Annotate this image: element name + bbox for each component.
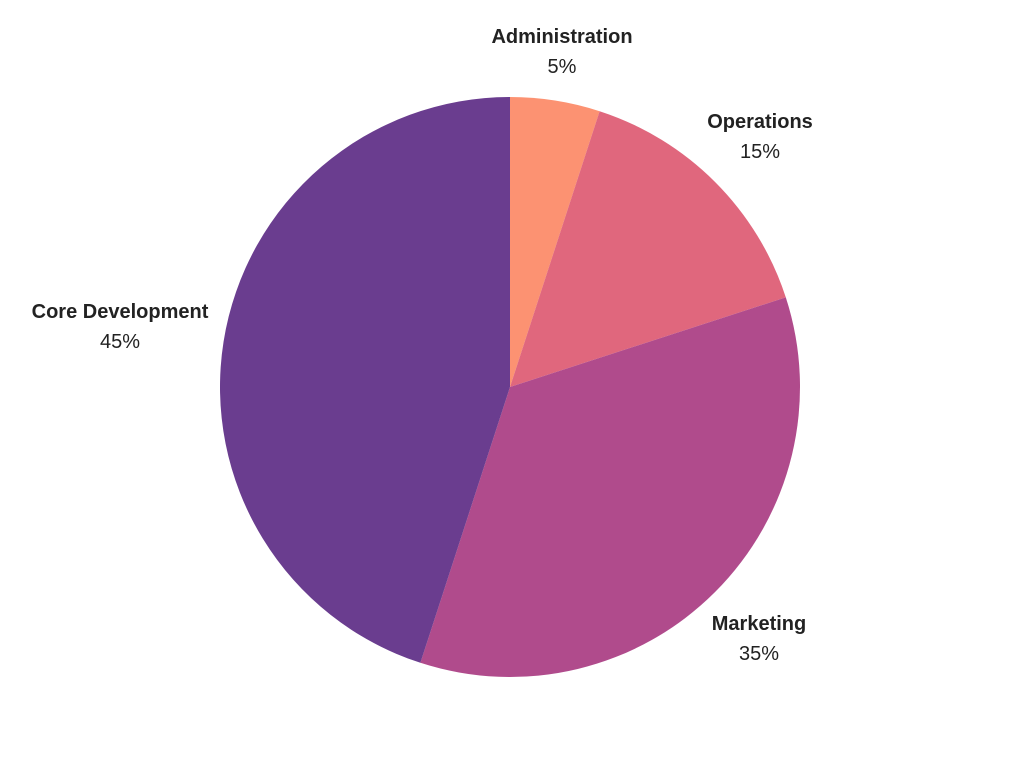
pie-slice-administration [510, 97, 600, 387]
slice-label-administration: Administration [491, 26, 632, 48]
slice-label-marketing: Marketing [712, 613, 806, 635]
slice-value-marketing: 35% [739, 643, 779, 665]
slice-label-operations: Operations [707, 111, 813, 133]
pie-slices [219, 97, 800, 677]
pie-slice-operations [510, 111, 786, 388]
slice-value-administration: 5% [548, 56, 577, 78]
slice-value-operations: 15% [740, 141, 780, 163]
slice-label-core-development: Core Development [32, 301, 209, 323]
slice-value-core-development: 45% [100, 331, 140, 353]
pie-slice-marketing [420, 297, 800, 677]
pie-slice-core-development [219, 97, 511, 663]
pie-labels: Administration 5% Operations 15% Marketing 35… [32, 26, 813, 665]
